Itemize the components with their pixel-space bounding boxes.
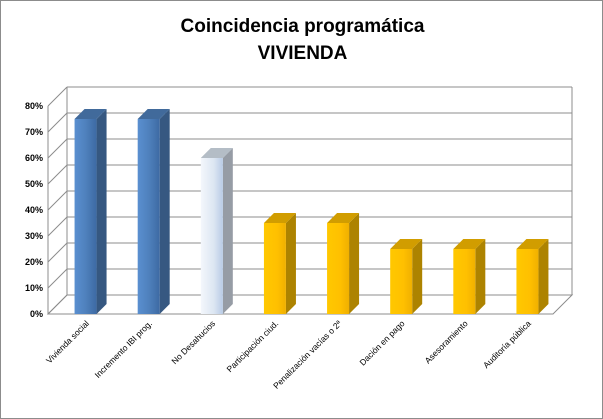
axes-layer: 0% 10% 20% 30% 40% 50% 60% 70% 80% [25, 86, 574, 319]
bar [137, 109, 170, 314]
x-category-label: Penalización vacías o 2ª [271, 318, 344, 391]
bar-top [263, 213, 296, 223]
bar-top [390, 239, 423, 249]
bar-side [159, 109, 170, 314]
x-category-label: No Desahucios [169, 318, 217, 366]
gridline-side [47, 216, 68, 237]
gridline-side [47, 164, 68, 185]
bar-side [538, 239, 549, 314]
gridline-side [47, 190, 68, 211]
y-tick-label: 40% [25, 205, 43, 215]
bar-front [453, 249, 476, 314]
bar-top [327, 213, 360, 223]
y-tick-label: 80% [25, 101, 43, 111]
bar-side [349, 213, 360, 314]
chart-title-line2: VIVIENDA [257, 43, 348, 64]
bar-front [516, 249, 539, 314]
bar-top [453, 239, 486, 249]
bar-front [74, 119, 97, 314]
chart-title-line1: Coincidencia programática [180, 16, 425, 37]
x-category-label: Vivienda social [44, 318, 91, 365]
y-tick-label: 10% [25, 283, 43, 293]
bar-front [390, 249, 413, 314]
bar-front [137, 119, 160, 314]
labels-layer: Vivienda social Incremento IBI prog. No De… [44, 318, 533, 391]
bar-top [516, 239, 549, 249]
bar [453, 239, 486, 314]
bar-side [222, 148, 233, 314]
gridline-side [47, 242, 68, 263]
y-tick-label: 60% [25, 153, 43, 163]
bar-top [137, 109, 170, 119]
bar [516, 239, 549, 314]
bar [74, 109, 107, 314]
y-tick-label: 20% [25, 257, 43, 267]
x-category-label: Participación ciud. [225, 318, 281, 374]
gridline-side [47, 86, 68, 107]
x-category-label: Dación en pago [357, 318, 406, 367]
bar [390, 239, 423, 314]
bar-side [475, 239, 486, 314]
bar-top [74, 109, 107, 119]
bars-layer [74, 109, 549, 314]
x-category-label: Asesoramiento [423, 318, 470, 365]
y-tick-label: 0% [30, 309, 43, 319]
bar-side [285, 213, 296, 314]
x-category-label: Incremento IBI prog. [93, 318, 155, 380]
bar-front [200, 158, 223, 314]
bar [327, 213, 360, 314]
y-tick-label: 30% [25, 231, 43, 241]
gridline-side [47, 112, 68, 133]
gridline-side [47, 268, 68, 289]
chart-floor [46, 294, 574, 315]
x-category-label: Auditoría pública [481, 318, 533, 370]
bar-side [412, 239, 423, 314]
bar-top [200, 148, 233, 158]
bar-front [327, 223, 350, 314]
bar-front [263, 223, 286, 314]
bar [263, 213, 296, 314]
y-tick-label: 50% [25, 179, 43, 189]
y-tick-label: 70% [25, 127, 43, 137]
gridline-side [47, 138, 68, 159]
bar [200, 148, 233, 314]
chart-title: Coincidencia programática VIVIENDA [1, 13, 603, 67]
bar-side [96, 109, 107, 314]
